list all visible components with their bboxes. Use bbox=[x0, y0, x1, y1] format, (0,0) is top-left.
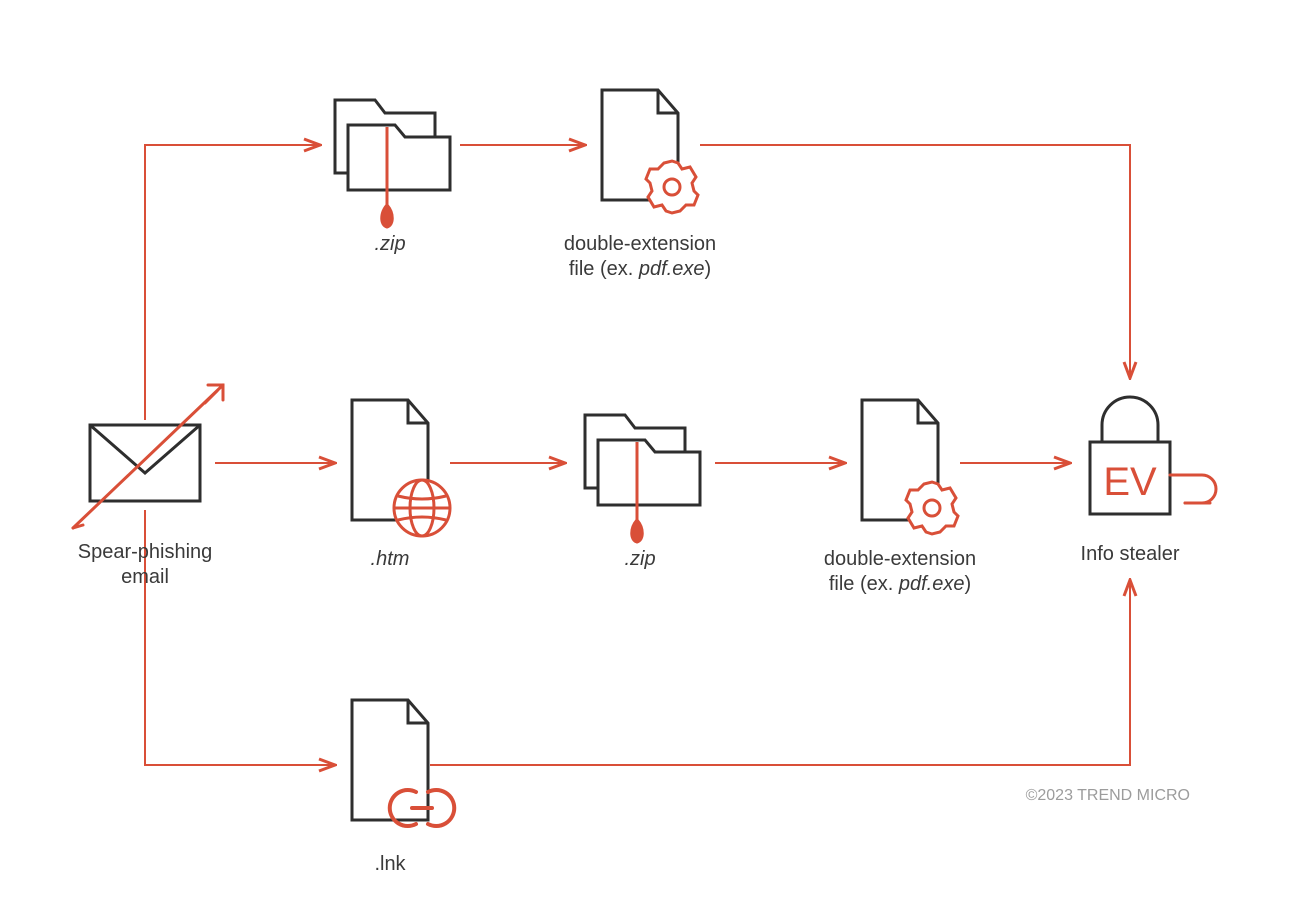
email-icon bbox=[90, 425, 200, 501]
zip-mid-label: .zip bbox=[624, 548, 655, 570]
stealer-label: Info stealer bbox=[1081, 543, 1180, 565]
email-label-1: Spear-phishing bbox=[78, 541, 213, 563]
email-label-2: email bbox=[121, 566, 169, 588]
globe-icon bbox=[394, 480, 450, 536]
edge-email-ziptop bbox=[145, 145, 320, 420]
zip-top-label: .zip bbox=[374, 233, 405, 255]
edge-lnk-stealer bbox=[430, 580, 1130, 765]
gear-icon bbox=[646, 161, 698, 213]
gear-icon bbox=[906, 482, 958, 534]
stealer-node: EV Info stealer bbox=[1081, 397, 1216, 565]
folder-icon bbox=[585, 415, 700, 505]
edge-dblexttop-stealer bbox=[700, 145, 1130, 378]
ev-text: EV bbox=[1103, 460, 1157, 504]
copyright-text: ©2023 TREND MICRO bbox=[1026, 787, 1190, 804]
dblext-top-node: double-extension file (ex. pdf.exe) bbox=[564, 90, 716, 280]
email-node: Spear-phishing email bbox=[73, 385, 223, 588]
zip-mid-node: .zip bbox=[585, 415, 700, 570]
zip-top-node: .zip bbox=[335, 100, 450, 255]
dblext-mid-label-2: file (ex. pdf.exe) bbox=[829, 573, 971, 595]
htm-label: .htm bbox=[371, 548, 410, 570]
dblext-mid-node: double-extension file (ex. pdf.exe) bbox=[824, 400, 976, 595]
lnk-label: .lnk bbox=[374, 853, 406, 875]
folder-icon bbox=[335, 100, 450, 190]
dblext-top-label-2: file (ex. pdf.exe) bbox=[569, 258, 711, 280]
lnk-node: .lnk bbox=[352, 700, 454, 875]
dblext-mid-label-1: double-extension bbox=[824, 548, 976, 570]
hand-icon bbox=[1170, 475, 1216, 503]
htm-node: .htm bbox=[352, 400, 450, 570]
dblext-top-label-1: double-extension bbox=[564, 233, 716, 255]
